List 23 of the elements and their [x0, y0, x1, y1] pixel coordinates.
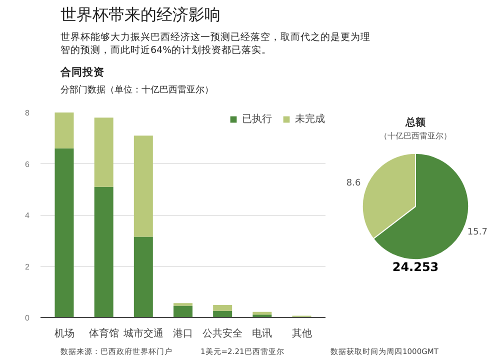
x-tick-label: 电讯 — [252, 328, 272, 340]
y-tick-label: 8 — [25, 108, 30, 118]
x-tick-label: 体育馆 — [88, 328, 119, 340]
chart-subtitle: （十亿巴西雷亚尔） — [380, 131, 452, 140]
x-tick-label: 公共安全 — [202, 328, 243, 340]
text: 合同投资 — [60, 66, 104, 78]
y-tick-label: 2 — [25, 262, 30, 272]
x-tick-label: 港口 — [173, 328, 193, 340]
chart-subtitle: 世界杯能够大力振兴巴西经济这一预测已经落空，取而代之的是更为理智的预测，而此时近64%的计划投资都已落实。 — [60, 31, 370, 56]
x-tick-label: 城市交通 — [122, 328, 164, 340]
y-tick-label: 4 — [25, 211, 30, 220]
text: 24.253 — [392, 260, 439, 274]
legend-label: 已执行 — [242, 112, 272, 126]
x-tick-label: 其他 — [292, 328, 312, 340]
data-label: 8.6 — [346, 178, 362, 188]
x-tick-label: 机场 — [54, 328, 74, 340]
legend-label: 未完成 — [295, 112, 325, 126]
y-tick-label: 0 — [25, 314, 30, 322]
y-tick-label: 6 — [25, 160, 30, 169]
text: 分部门数据（单位：十亿巴西雷亚尔） — [60, 84, 214, 96]
data-label: 15.7 — [467, 228, 488, 238]
chart-title: 世界杯带来的经济影响 — [60, 5, 220, 24]
chart-title: 总额 — [404, 116, 426, 129]
